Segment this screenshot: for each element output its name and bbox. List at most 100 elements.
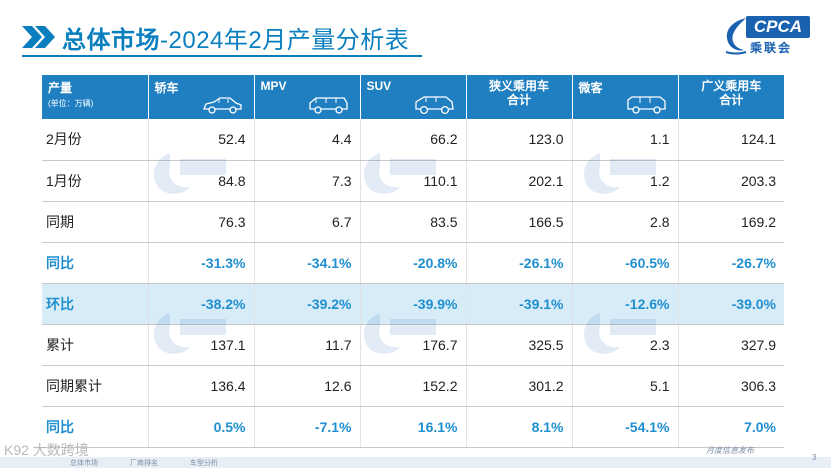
cell: 306.3 xyxy=(678,365,784,407)
cell: 110.1 xyxy=(360,160,467,202)
col-label: 微客 xyxy=(578,81,603,95)
col-header-broad-total: 广义乘用车 合计 xyxy=(678,75,784,119)
cell: 2.8 xyxy=(572,201,679,243)
row-label: 同期累计 xyxy=(42,365,149,407)
watermark-icon xyxy=(154,153,226,194)
cell: 301.2 xyxy=(466,365,573,407)
cell: 16.1% xyxy=(360,406,467,448)
col-label-line1: 狭义乘用车 xyxy=(488,79,549,93)
title-underline xyxy=(22,55,422,57)
cell: -26.7% xyxy=(678,242,784,284)
title-rest: -2024年2月产量分析表 xyxy=(160,27,410,54)
cell: -7.1% xyxy=(254,406,361,448)
table-row-jan: 1月份 84.8 7.3 110.1 202.1 1.2 203.3 xyxy=(42,160,784,202)
col-header-minivan: 微客 xyxy=(572,75,679,119)
cell: -39.0% xyxy=(678,283,784,325)
table-row-feb: 2月份 52.4 4.4 66.2 123.0 1.1 124.1 xyxy=(42,119,784,161)
sedan-icon xyxy=(202,97,242,114)
cell: 124.1 xyxy=(678,119,784,161)
logo-cn: 乘联会 xyxy=(750,41,793,55)
title-bold: 总体市场 xyxy=(62,27,160,54)
cell: 76.3 xyxy=(148,201,255,243)
cell: -12.6% xyxy=(572,283,679,325)
cell: 1.1 xyxy=(572,119,679,161)
cpca-logo: CPCA 乘联会 xyxy=(720,14,812,56)
footer-bar xyxy=(0,457,831,468)
col-label: SUV xyxy=(366,79,392,93)
footer-tab[interactable]: 车型分析 xyxy=(190,460,218,467)
cell: 83.5 xyxy=(360,201,467,243)
table-row-yoy: 同比 -31.3% -34.1% -20.8% -26.1% -60.5% -2… xyxy=(42,242,784,284)
table-row-prior-period: 同期 76.3 6.7 83.5 166.5 2.8 169.2 xyxy=(42,201,784,243)
cpca-swirl-icon xyxy=(725,18,747,55)
table-row-cumulative: 累计 137.1 11.7 176.7 325.5 2.3 327.9 xyxy=(42,324,784,366)
table-row-mom: 环比 -38.2% -39.2% -39.9% -39.1% -12.6% -3… xyxy=(42,283,784,325)
corner-unit: (单位：万辆) xyxy=(48,99,94,108)
footer-tab[interactable]: 总体市场 xyxy=(70,460,98,467)
cell: -39.2% xyxy=(254,283,361,325)
col-label: MPV xyxy=(260,79,287,93)
table-row-prior-cumulative: 同期累计 136.4 12.6 152.2 301.2 5.1 306.3 xyxy=(42,365,784,407)
cell: 169.2 xyxy=(678,201,784,243)
row-label: 同比 xyxy=(42,406,149,448)
suv-icon xyxy=(414,96,454,115)
col-header-sedan: 轿车 xyxy=(148,75,255,119)
cell: 6.7 xyxy=(254,201,361,243)
footer-tab[interactable]: 厂商排名 xyxy=(130,460,158,467)
watermark-icon xyxy=(584,153,656,194)
page-number: 3 xyxy=(812,453,817,462)
row-label: 1月份 xyxy=(42,160,149,202)
watermark-icon xyxy=(364,313,436,354)
logo-text: CPCA xyxy=(746,16,810,38)
cell: -20.8% xyxy=(360,242,467,284)
cell: 176.7 xyxy=(360,324,467,366)
watermark-icon xyxy=(584,313,656,354)
row-label: 环比 xyxy=(42,283,149,325)
cell: -26.1% xyxy=(466,242,573,284)
watermark-icon xyxy=(154,313,226,354)
cell: -38.2% xyxy=(148,283,255,325)
cell: -39.1% xyxy=(466,283,573,325)
cell: 12.6 xyxy=(254,365,361,407)
cell: -39.9% xyxy=(360,283,467,325)
footer-watermark-brand: K92 大数跨境 xyxy=(4,442,89,458)
cell: 166.5 xyxy=(466,201,573,243)
cell: -54.1% xyxy=(572,406,679,448)
cell: 2.3 xyxy=(572,324,679,366)
row-label: 2月份 xyxy=(42,119,149,161)
col-label: 轿车 xyxy=(154,81,179,95)
minivan-icon xyxy=(626,96,666,114)
col-header-suv: SUV xyxy=(360,75,467,119)
row-label: 同期 xyxy=(42,201,149,243)
watermark-icon xyxy=(364,153,436,194)
cell: 203.3 xyxy=(678,160,784,202)
production-table: 产量 (单位：万辆) 轿车 MPV xyxy=(42,75,784,448)
corner-label: 产量 xyxy=(48,81,73,95)
cell: 0.5% xyxy=(148,406,255,448)
col-label-line2: 合计 xyxy=(506,93,531,107)
cell: 325.5 xyxy=(466,324,573,366)
cell: 84.8 xyxy=(148,160,255,202)
header: 总体市场-2024年2月产量分析表 CPCA 乘联会 xyxy=(0,0,831,62)
cell: 137.1 xyxy=(148,324,255,366)
cell: 11.7 xyxy=(254,324,361,366)
cell: 52.4 xyxy=(148,119,255,161)
cell: 7.3 xyxy=(254,160,361,202)
cell: 5.1 xyxy=(572,365,679,407)
cell: -31.3% xyxy=(148,242,255,284)
cell: -34.1% xyxy=(254,242,361,284)
cell: 152.2 xyxy=(360,365,467,407)
footer: K92 大数跨境 总体市场 厂商排名 车型分析 月度信息发布 3 xyxy=(0,440,831,468)
table-row-cumulative-yoy: 同比 0.5% -7.1% 16.1% 8.1% -54.1% 7.0% xyxy=(42,406,784,448)
corner-header: 产量 (单位：万辆) xyxy=(42,75,149,119)
cell: 4.4 xyxy=(254,119,361,161)
cell: 136.4 xyxy=(148,365,255,407)
col-label-line1: 广义乘用车 xyxy=(701,79,762,93)
col-header-mpv: MPV xyxy=(254,75,361,119)
cell: -60.5% xyxy=(572,242,679,284)
chevron-right-icon xyxy=(22,26,55,48)
cell: 7.0% xyxy=(678,406,784,448)
row-label: 同比 xyxy=(42,242,149,284)
cell: 327.9 xyxy=(678,324,784,366)
cell: 8.1% xyxy=(466,406,573,448)
